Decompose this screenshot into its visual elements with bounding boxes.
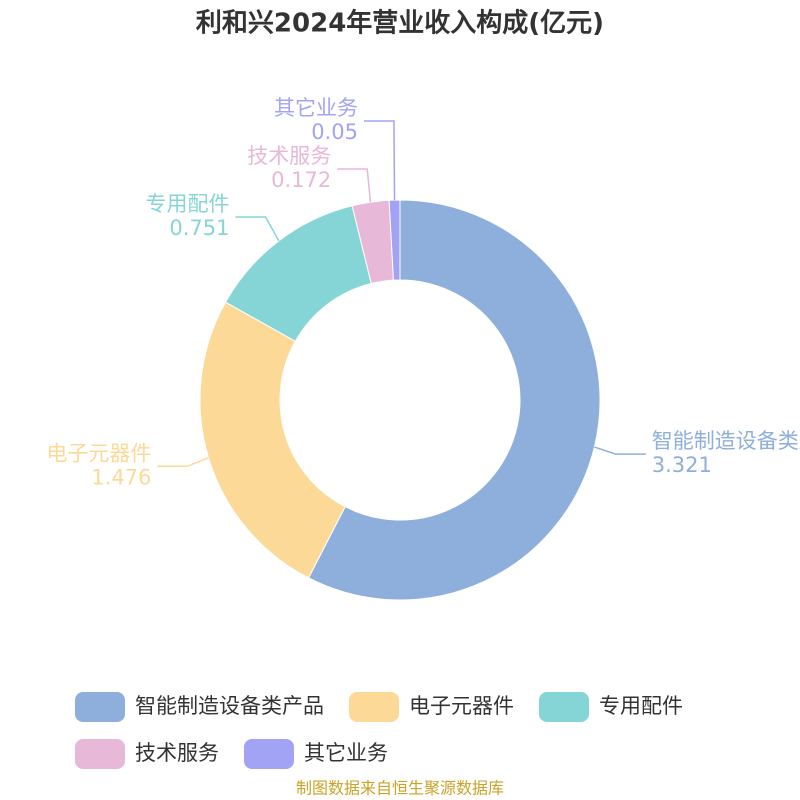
legend-label: 其它业务 [304,741,388,765]
legend-item: 技术服务 [75,739,219,769]
data-label-name: 技术服务 [247,144,331,168]
legend-swatch [349,692,399,722]
data-label-value: 3.321 [652,453,712,477]
legend-label: 电子元器件 [409,694,514,718]
source-note: 制图数据来自恒生聚源数据库 [296,779,504,798]
leader-line [594,446,646,455]
legend-label: 技术服务 [135,741,219,765]
data-label-name: 专用配件 [146,192,230,216]
leader-line [157,456,209,468]
data-label-name: 其它业务 [274,96,358,120]
legend-swatch [244,739,294,769]
data-label-name: 智能制造设备类产品 [652,429,800,453]
legend-swatch [75,692,125,722]
legend-item: 智能制造设备类产品 [75,692,324,722]
legend-swatch [75,739,125,769]
leader-line [235,216,280,242]
legend-label: 智能制造设备类产品 [135,694,324,718]
donut-slice [388,199,401,281]
donut-slice [307,199,601,601]
legend-item: 其它业务 [244,739,388,769]
legend-item: 电子元器件 [349,692,514,722]
legend-item: 专用配件 [539,692,683,722]
data-label-value: 1.476 [91,465,151,489]
legend-swatch [539,692,589,722]
chart-title: 利和兴2024年营业收入构成(亿元) [196,8,604,39]
legend-label: 专用配件 [599,694,683,718]
data-label-value: 0.751 [169,216,229,240]
data-label-name: 电子元器件 [46,441,151,465]
leader-line [363,120,396,201]
data-label-value: 0.172 [271,168,331,192]
donut-slice [199,301,346,579]
leader-line [337,168,372,203]
data-label-value: 0.05 [311,120,358,144]
